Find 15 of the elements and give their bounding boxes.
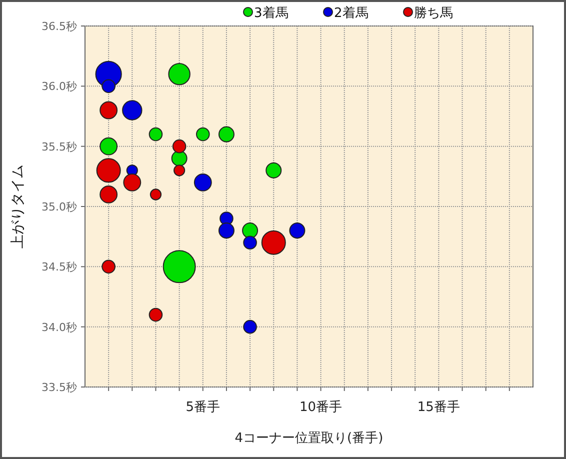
- x-tick-label: 10番手: [300, 400, 342, 415]
- y-tick-label: 34.5秒: [42, 260, 77, 274]
- legend-label: 3着馬: [254, 5, 288, 21]
- x-tick-label: 15番手: [417, 400, 460, 415]
- y-tick-label: 35.5秒: [42, 140, 77, 154]
- y-tick-label: 34.0秒: [42, 320, 77, 334]
- y-tick-label: 33.5秒: [42, 381, 77, 394]
- y-axis-title: 上がりタイム: [10, 164, 26, 248]
- y-tick-label: 36.0秒: [42, 80, 77, 94]
- y-tick-label: 36.5秒: [42, 20, 77, 33]
- y-tick-label: 35.0秒: [42, 200, 77, 214]
- legend-label: 勝ち馬: [414, 6, 453, 21]
- x-tick-label: 5番手: [186, 400, 220, 415]
- x-axis-title: 4コーナー位置取り(番手): [234, 431, 384, 446]
- legend-label: 2着馬: [334, 5, 368, 21]
